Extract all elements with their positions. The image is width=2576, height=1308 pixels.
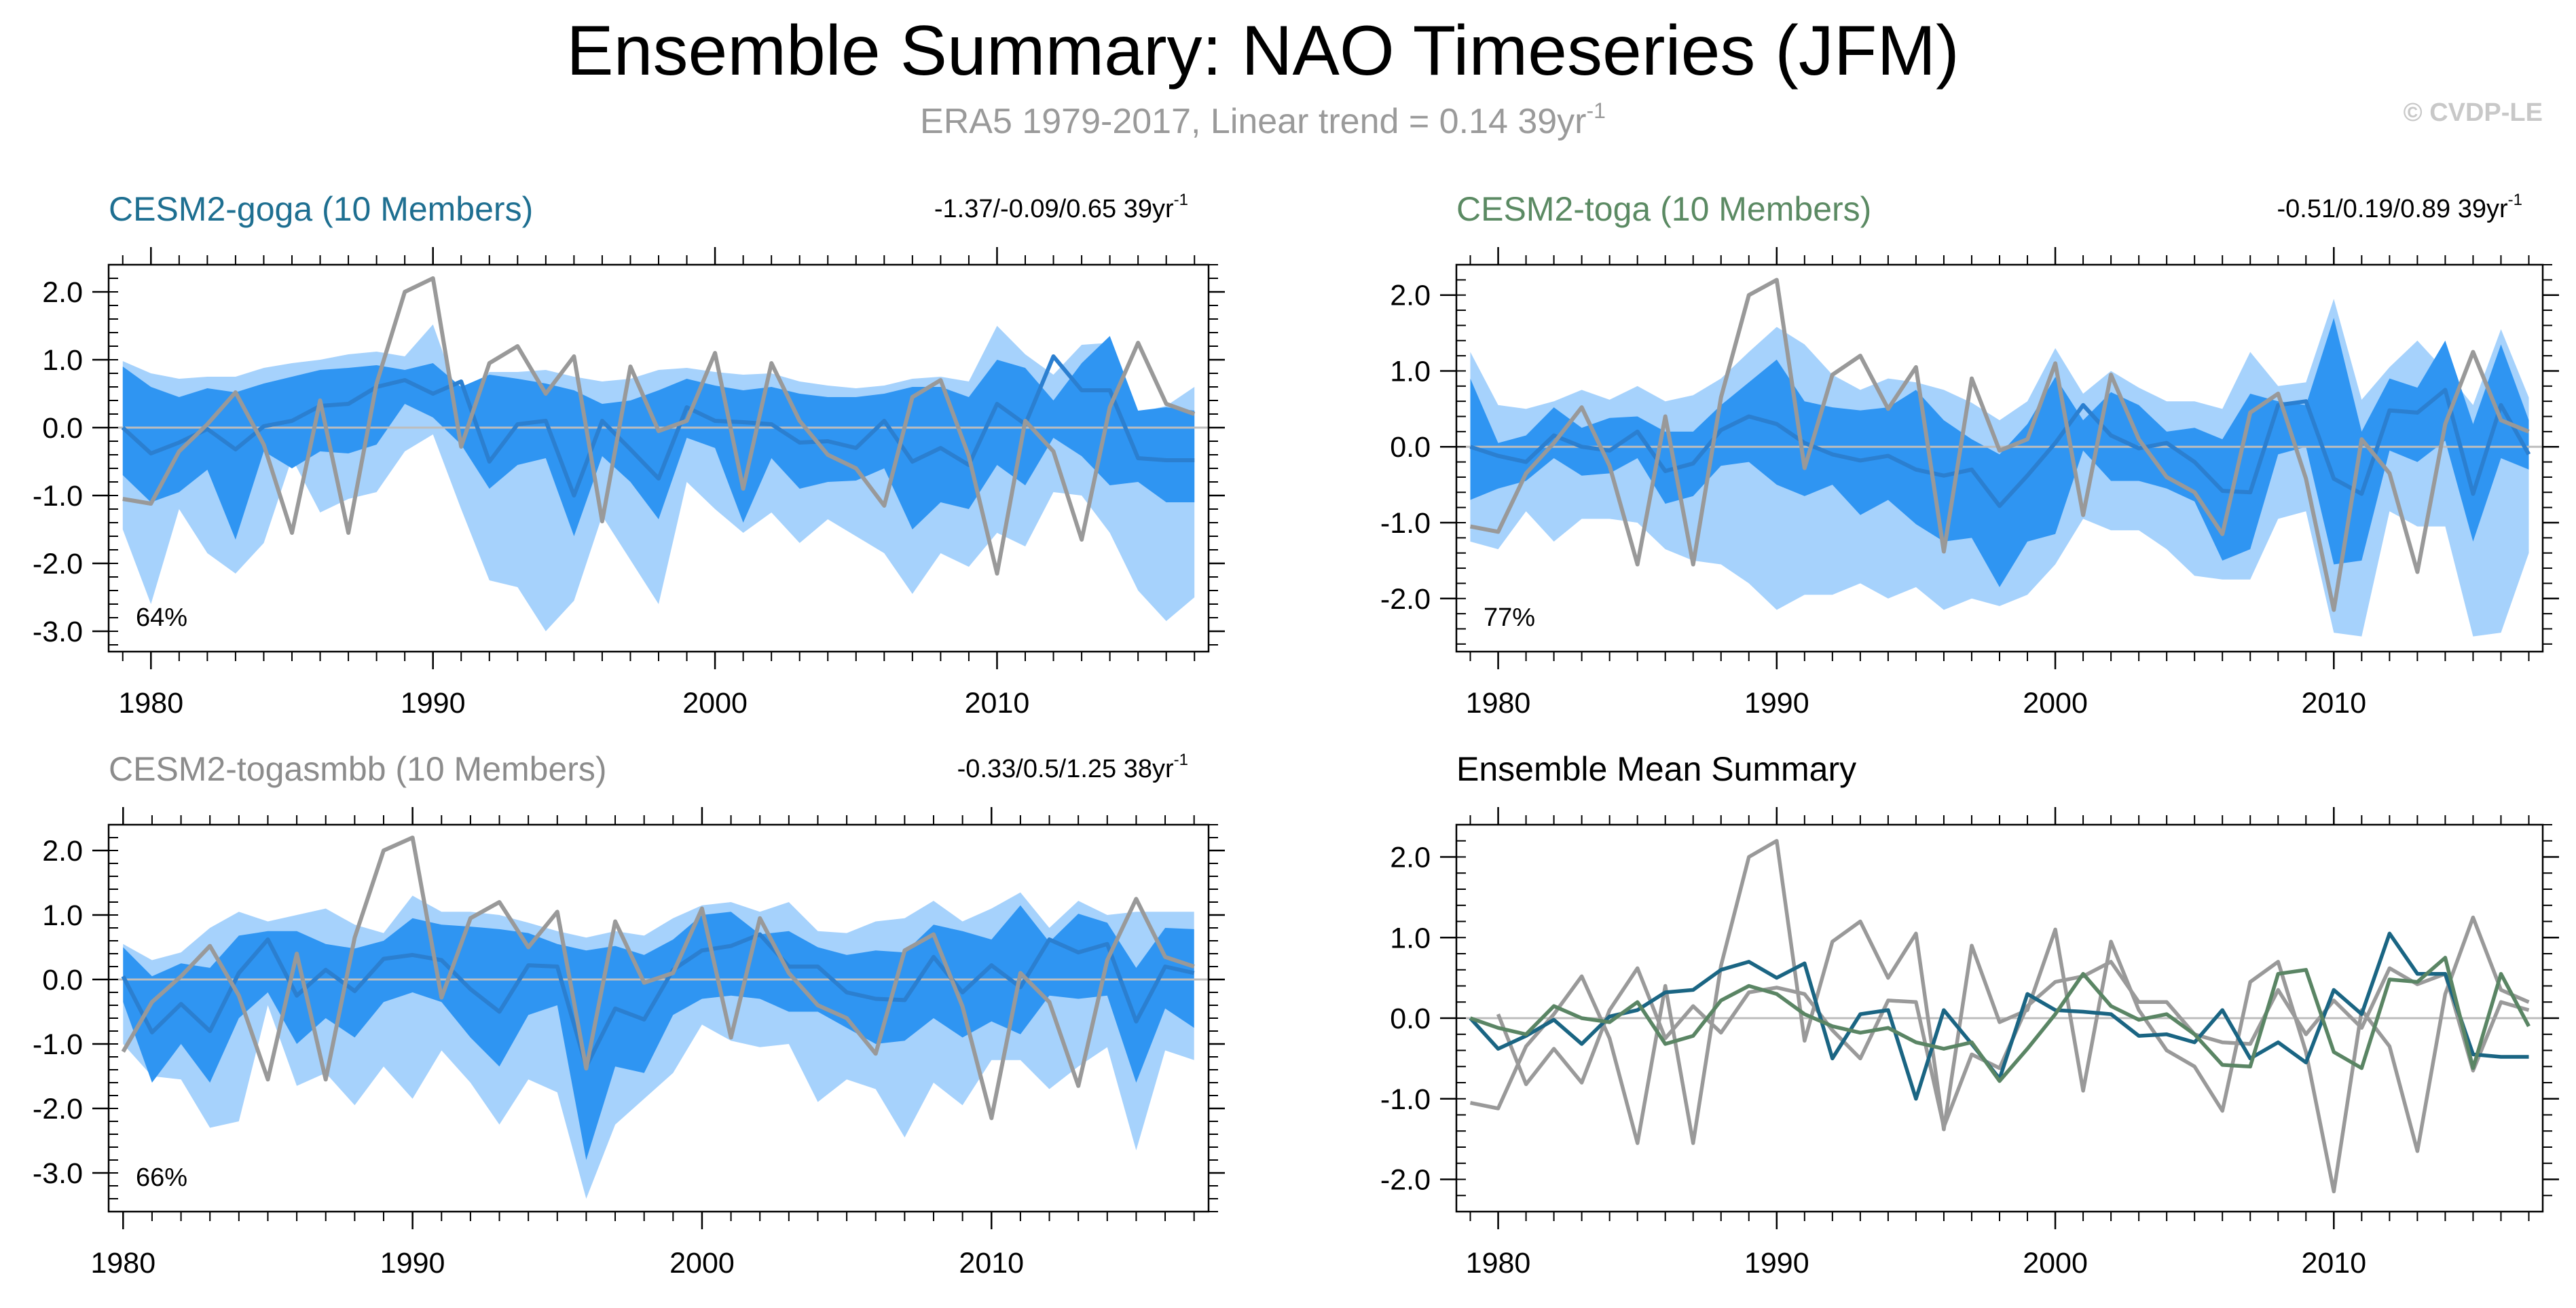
y-tick-label: -1.0 — [33, 1028, 83, 1061]
y-tick-label: -2.0 — [33, 548, 83, 580]
x-tick-label: 1980 — [1466, 1247, 1531, 1279]
x-tick-label: 1980 — [118, 687, 183, 720]
panel-title: CESM2-goga (10 Members) — [109, 190, 533, 228]
trend-label-superscript: -1 — [1174, 751, 1188, 769]
panels-group: -3.0 -2.0 -1.0 0.0 1.0 2.0 1980 1990 2000 2010 CES… — [33, 190, 2559, 1279]
x-tick-label: 2010 — [2301, 687, 2366, 720]
trend-label-text: -1.37/-0.09/0.65 39yr — [934, 195, 1174, 223]
trend-label: -1.37/-0.09/0.65 39yr-1 — [934, 191, 1188, 223]
y-tick-label: 0.0 — [42, 412, 83, 445]
trend-label-superscript: -1 — [1174, 191, 1188, 209]
panel-title: Ensemble Mean Summary — [1456, 750, 1856, 788]
x-tick-label: 1980 — [90, 1247, 155, 1279]
plot-area-toga — [1456, 278, 2543, 637]
y-tick-label: 1.0 — [1390, 922, 1431, 954]
x-tick-label: 1980 — [1466, 687, 1531, 720]
y-tick-label: 1.0 — [1390, 355, 1431, 388]
percent-label: 64% — [136, 603, 187, 632]
x-tick-label: 1990 — [401, 687, 466, 720]
x-tick-label: 2000 — [669, 1247, 735, 1279]
x-tick-label: 1990 — [380, 1247, 445, 1279]
y-tick-label: -3.0 — [33, 1157, 83, 1190]
y-tick-label: -1.0 — [1380, 507, 1431, 540]
panel-title: CESM2-togasmbb (10 Members) — [109, 750, 607, 788]
plot-area-summary — [1456, 839, 2543, 1194]
trend-label-text: -0.33/0.5/1.25 38yr — [957, 755, 1174, 783]
x-tick-label: 2000 — [2023, 687, 2088, 720]
ensemble-mean-line — [121, 932, 1195, 1069]
panel-summary: -2.0 -1.0 0.0 1.0 2.0 1980 1990 2000 2010 Ensembl… — [1380, 750, 2559, 1279]
y-tick-label: 1.0 — [42, 899, 83, 932]
y-tick-label: 2.0 — [1390, 280, 1431, 312]
panel-title: CESM2-toga (10 Members) — [1456, 190, 1871, 228]
y-tick-label: 0.0 — [42, 964, 83, 996]
y-tick-label: 2.0 — [42, 276, 83, 309]
panel-togasmbb: -3.0 -2.0 -1.0 0.0 1.0 2.0 1980 1990 2000 2010 CES… — [33, 750, 1225, 1279]
y-tick-label: -2.0 — [1380, 1164, 1431, 1197]
subtitle-text: ERA5 1979-2017, Linear trend = 0.14 39yr — [920, 102, 1586, 141]
credit-label: © CVDP-LE — [2404, 98, 2543, 127]
y-tick-label: -1.0 — [1380, 1083, 1431, 1116]
x-tick-label: 2010 — [2301, 1247, 2366, 1279]
ensemble-mean-line — [121, 354, 1195, 498]
y-tick-label: 0.0 — [1390, 1003, 1431, 1035]
x-tick-label: 2010 — [959, 1247, 1024, 1279]
trend-label-superscript: -1 — [2508, 191, 2522, 209]
observed-line — [1469, 278, 2530, 612]
y-tick-label: 2.0 — [42, 835, 83, 867]
trend-label: -0.51/0.19/0.89 39yr-1 — [2277, 191, 2522, 223]
observed-line — [121, 836, 1195, 1121]
observed-line — [122, 276, 1196, 576]
x-tick-label: 2000 — [2023, 1247, 2088, 1279]
x-tick-label: 1990 — [1744, 687, 1809, 720]
figure-subtitle: ERA5 1979-2017, Linear trend = 0.14 39yr… — [920, 98, 1606, 141]
series-line-cesm2-toga — [1469, 956, 2531, 1083]
y-tick-label: 2.0 — [1390, 842, 1431, 874]
x-tick-label: 1990 — [1744, 1247, 1809, 1279]
plot-area-goga — [109, 276, 1209, 631]
y-tick-label: -2.0 — [33, 1093, 83, 1125]
series-line-era5 — [1469, 839, 2530, 1194]
plot-area-togasmbb — [109, 836, 1209, 1199]
subtitle-superscript: -1 — [1587, 98, 1606, 123]
inner-range-band — [1470, 318, 2529, 587]
trend-label: -0.33/0.5/1.25 38yr-1 — [957, 751, 1188, 783]
percent-label: 66% — [136, 1163, 187, 1192]
figure-title: Ensemble Summary: NAO Timeseries (JFM) — [566, 12, 1959, 90]
y-tick-label: -3.0 — [33, 616, 83, 648]
y-tick-label: -1.0 — [33, 480, 83, 512]
y-tick-label: -2.0 — [1380, 583, 1431, 616]
trend-label-text: -0.51/0.19/0.89 39yr — [2277, 195, 2508, 223]
y-tick-label: 0.0 — [1390, 431, 1431, 464]
percent-label: 77% — [1484, 603, 1535, 632]
panel-toga: -2.0 -1.0 0.0 1.0 2.0 1980 1990 2000 2010 CESM2-t… — [1380, 190, 2559, 720]
x-tick-label: 2010 — [965, 687, 1030, 720]
y-tick-label: 1.0 — [42, 344, 83, 377]
panel-goga: -3.0 -2.0 -1.0 0.0 1.0 2.0 1980 1990 2000 2010 CES… — [33, 190, 1225, 720]
x-tick-label: 2000 — [682, 687, 748, 720]
